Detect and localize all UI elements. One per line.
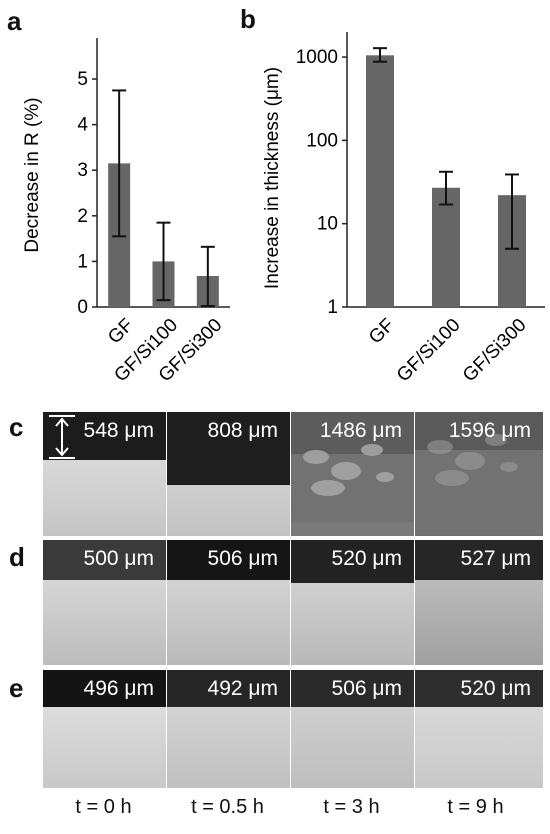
graphite-layer: [415, 540, 543, 580]
light-speckle: [485, 434, 507, 446]
light-speckle: [331, 462, 361, 480]
y-tick-label: 4: [77, 115, 88, 136]
micrograph-c-1: 548 μm: [43, 412, 166, 536]
panel-letter-d: d: [9, 542, 25, 572]
graphite-layer: [43, 670, 166, 707]
micrograph-c-2: 808 μm: [167, 412, 290, 536]
panel-letter-a: a: [7, 6, 22, 36]
micrograph-d-4: 527 μm: [415, 540, 543, 665]
thickness-label: 527 μm: [460, 547, 531, 570]
micrograph-d-2: 506 μm: [167, 540, 290, 665]
graphite-layer: [167, 412, 290, 485]
x-tick-label: GF/Si100: [393, 315, 465, 387]
thickness-label: 506 μm: [331, 677, 402, 700]
graphite-layer: [167, 540, 290, 580]
chart-a: Decrease in R (%) 012345GFGF/Si100GF/Si3…: [22, 38, 230, 386]
x-tick-label: GF: [365, 315, 399, 349]
chart-a-ylabel: Decrease in R (%): [22, 97, 43, 252]
thickness-label: 492 μm: [207, 677, 278, 700]
thickness-label: 500 μm: [83, 547, 154, 570]
chart-b: Increase in thickness (μm) 1101001000GFG…: [262, 32, 545, 387]
panel-letter-c: c: [9, 412, 24, 442]
micrograph-e-3: 506 μm: [291, 670, 414, 788]
y-tick-label: 5: [77, 69, 88, 90]
light-speckle: [303, 450, 329, 464]
chart-b-ylabel: Increase in thickness (μm): [262, 67, 283, 289]
graphite-layer: [415, 670, 543, 707]
micrograph-d-1: 500 μm: [43, 540, 166, 665]
thickness-arrow-icon: [49, 415, 75, 459]
time-label: t = 9 h: [447, 796, 504, 818]
micrograph-c-4: 1596 μm: [415, 412, 543, 536]
x-tick-label: GF/Si300: [459, 315, 531, 387]
thickness-label: 1486 μm: [319, 419, 402, 442]
y-tick-label: 1000: [296, 47, 338, 68]
thickness-label: 496 μm: [83, 677, 154, 700]
graphite-layer: [291, 412, 414, 454]
micrograph-e-1: 496 μm: [43, 670, 166, 788]
light-speckle: [427, 440, 453, 454]
micrograph-c-3: 1486 μm: [291, 412, 414, 536]
light-speckle: [455, 452, 485, 470]
x-tick-label: GF: [104, 315, 138, 349]
thickness-label: 548 μm: [83, 419, 154, 442]
thickness-label: 520 μm: [460, 677, 531, 700]
thickness-label: 1596 μm: [448, 419, 531, 442]
bar-gf: [366, 55, 394, 308]
graphite-layer: [167, 670, 290, 707]
thickness-label: 520 μm: [331, 547, 402, 570]
light-speckle: [376, 472, 394, 482]
graphite-layer: [291, 540, 414, 583]
graphite-layer: [291, 670, 414, 707]
y-tick-label: 0: [77, 297, 88, 318]
time-label: t = 3 h: [323, 796, 380, 818]
row-separator: [40, 536, 545, 540]
micrograph-d-3: 520 μm: [291, 540, 414, 665]
panel-letter-e: e: [9, 673, 24, 703]
light-speckle: [435, 470, 469, 486]
bar-gf-si100: [432, 187, 460, 307]
time-label: t = 0.5 h: [191, 796, 264, 818]
panel-letter-b: b: [240, 4, 256, 34]
y-tick-label: 3: [77, 160, 88, 181]
micrograph-e-4: 520 μm: [415, 670, 543, 788]
light-speckle: [311, 480, 345, 496]
light-speckle: [500, 462, 518, 472]
y-tick-label: 100: [306, 130, 338, 151]
thickness-label: 506 μm: [207, 547, 278, 570]
y-tick-label: 10: [317, 214, 338, 235]
y-tick-label: 1: [327, 297, 338, 318]
thickness-label: 808 μm: [207, 419, 278, 442]
y-tick-label: 2: [77, 206, 88, 227]
graphite-layer: [43, 540, 166, 580]
micrograph-e-2: 492 μm: [167, 670, 290, 788]
light-speckle: [361, 444, 383, 456]
row-separator: [40, 666, 545, 670]
y-tick-label: 1: [77, 251, 88, 272]
time-label: t = 0 h: [75, 796, 132, 818]
